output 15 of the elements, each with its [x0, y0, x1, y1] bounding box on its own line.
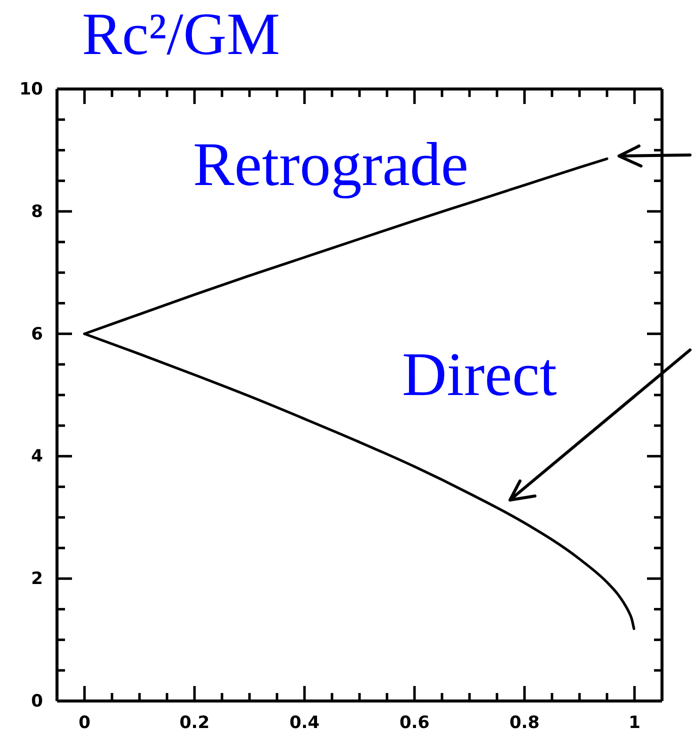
y-axis-title: Rc²/GM	[82, 1, 280, 67]
y-tick-label: 0	[31, 691, 44, 712]
x-tick-label: 0.4	[289, 713, 320, 734]
x-tick-label: 1	[628, 713, 640, 734]
y-tick-label: 2	[31, 569, 43, 590]
y-tick-label: 4	[31, 446, 44, 467]
x-tick-label: 0.8	[509, 713, 540, 734]
y-tick-label: 6	[31, 324, 43, 344]
x-tick-label: 0.6	[399, 713, 430, 734]
x-tick-label: 0	[78, 713, 91, 734]
legend-label: Direct	[402, 341, 557, 409]
series-label: Retrograde	[193, 131, 468, 199]
y-tick-label: 8	[31, 202, 43, 222]
y-tick-label: 10	[19, 79, 44, 100]
x-tick-label: 0.2	[179, 713, 210, 734]
